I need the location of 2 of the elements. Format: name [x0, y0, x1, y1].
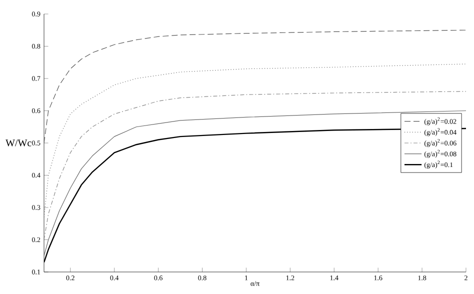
y-axis-title: W/Wc — [6, 140, 32, 146]
line-series — [44, 110, 466, 256]
